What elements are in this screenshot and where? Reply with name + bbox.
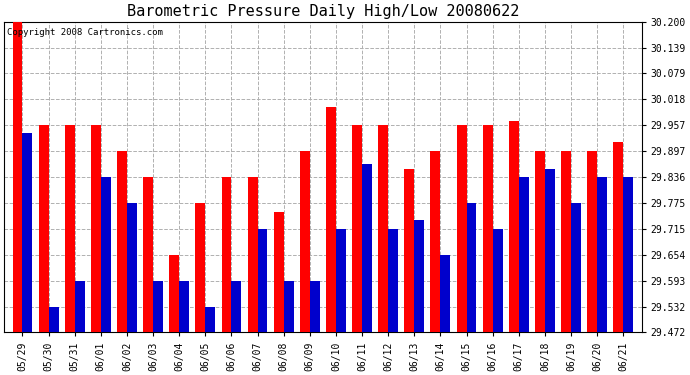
Bar xyxy=(414,220,424,332)
Bar xyxy=(545,170,555,332)
Text: Copyright 2008 Cartronics.com: Copyright 2008 Cartronics.com xyxy=(8,28,164,37)
Bar xyxy=(571,203,581,332)
Bar xyxy=(179,281,189,332)
Bar xyxy=(404,170,414,332)
Bar xyxy=(613,142,623,332)
Bar xyxy=(248,177,257,332)
Bar xyxy=(509,121,519,332)
Bar xyxy=(493,229,502,332)
Bar xyxy=(466,203,477,332)
Bar xyxy=(274,212,284,332)
Bar xyxy=(101,177,111,332)
Bar xyxy=(352,125,362,332)
Bar xyxy=(326,107,336,332)
Bar xyxy=(257,229,268,332)
Bar xyxy=(65,125,75,332)
Bar xyxy=(310,281,319,332)
Bar xyxy=(300,151,310,332)
Bar xyxy=(143,177,153,332)
Bar xyxy=(39,125,48,332)
Bar xyxy=(221,177,231,332)
Bar xyxy=(597,177,607,332)
Bar xyxy=(12,22,23,332)
Bar xyxy=(206,307,215,332)
Bar xyxy=(48,307,59,332)
Bar xyxy=(440,255,451,332)
Bar xyxy=(561,151,571,332)
Bar xyxy=(91,125,101,332)
Bar xyxy=(623,177,633,332)
Bar xyxy=(169,255,179,332)
Bar xyxy=(23,133,32,332)
Bar xyxy=(457,125,466,332)
Bar xyxy=(195,203,206,332)
Bar xyxy=(153,281,163,332)
Bar xyxy=(75,281,85,332)
Bar xyxy=(388,229,398,332)
Bar xyxy=(535,151,545,332)
Bar xyxy=(336,229,346,332)
Bar xyxy=(284,281,294,332)
Bar xyxy=(362,164,372,332)
Bar xyxy=(127,203,137,332)
Bar xyxy=(378,125,388,332)
Bar xyxy=(519,177,529,332)
Bar xyxy=(117,151,127,332)
Bar xyxy=(231,281,241,332)
Bar xyxy=(483,125,493,332)
Bar xyxy=(431,151,440,332)
Title: Barometric Pressure Daily High/Low 20080622: Barometric Pressure Daily High/Low 20080… xyxy=(127,4,519,19)
Bar xyxy=(587,151,597,332)
